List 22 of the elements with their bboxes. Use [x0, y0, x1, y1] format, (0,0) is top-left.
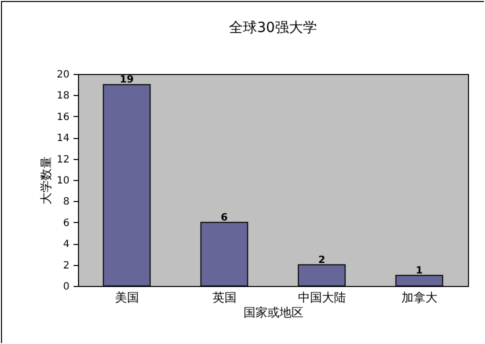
y-tick-label: 20 — [56, 70, 70, 80]
x-tick-label: 英国 — [212, 290, 236, 304]
y-tick-label: 4 — [63, 239, 70, 250]
y-tick-label: 6 — [63, 218, 70, 229]
y-tick-label: 8 — [63, 196, 70, 208]
x-tick-label: 加拿大 — [401, 290, 438, 304]
y-tick-label: 18 — [56, 90, 70, 102]
data-label: 1 — [416, 265, 423, 276]
y-tick-label: 14 — [56, 133, 70, 144]
y-tick-label: 0 — [63, 282, 70, 292]
chart-title: 全球30强大学 — [229, 20, 317, 36]
x-tick-label: 美国 — [114, 290, 139, 304]
y-tick-label: 10 — [56, 176, 70, 186]
data-label: 2 — [318, 254, 326, 266]
y-tick-label: 2 — [63, 260, 70, 272]
x-tick-label: 中国大陆 — [298, 290, 346, 304]
y-tick-label: 16 — [56, 112, 70, 123]
data-label: 19 — [120, 74, 134, 86]
y-tick-label: 12 — [56, 154, 70, 166]
y-axis-title: 大学数量 — [38, 156, 53, 204]
data-label: 6 — [220, 212, 228, 224]
x-axis-title: 国家或地区 — [244, 306, 304, 320]
